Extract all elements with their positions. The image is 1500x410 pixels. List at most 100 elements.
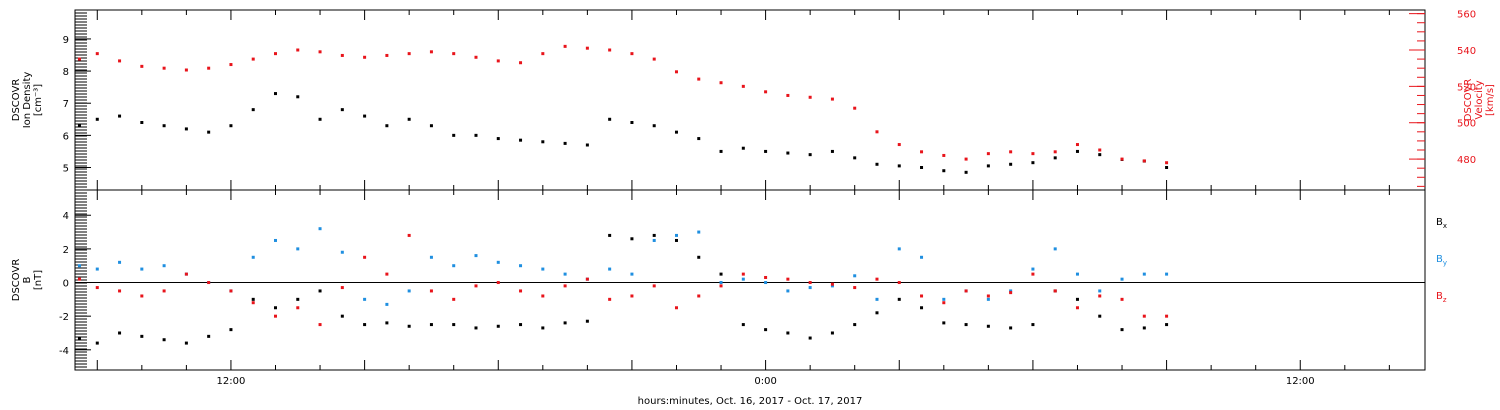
data-point [118,331,122,335]
data-point [808,95,812,99]
data-point [407,233,411,237]
data-point [1098,314,1102,318]
data-point [407,324,411,328]
data-point [496,59,500,63]
data-point [875,311,879,315]
data-point [920,255,924,259]
data-point [964,157,968,161]
data-point [741,272,745,276]
data-point [808,286,812,290]
data-point [986,294,990,298]
data-point [474,254,478,258]
data-point [719,149,723,153]
data-point [652,57,656,61]
bfield-panel: -4 -2 0 2 4 DSCOVRB[nT] Bx By Bz [11,189,1447,371]
tick-label: 560 [1457,10,1476,21]
data-point [674,306,678,310]
data-point [496,260,500,264]
data-point [741,277,745,281]
data-point [1120,297,1124,301]
data-point [853,286,857,290]
tick-label: 6 [63,131,69,142]
plasma-panel-frame [74,9,1426,191]
data-point [630,272,634,276]
data-point [541,52,545,56]
data-point [741,323,745,327]
data-point [764,275,768,279]
data-point [541,294,545,298]
data-point [652,233,656,237]
data-point [77,336,81,340]
data-point [184,341,188,345]
data-point [697,137,701,141]
data-point [140,64,144,68]
data-point [207,334,211,338]
tick-label: 8 [63,67,69,78]
data-point [942,321,946,325]
data-point [920,166,924,169]
data-point [385,53,389,57]
data-point [229,328,233,332]
data-point [95,267,99,271]
data-point [697,230,701,234]
data-point [608,233,612,237]
data-point [1009,326,1013,330]
data-point [251,255,255,259]
data-point [162,264,166,268]
data-point [318,289,322,293]
data-point [385,321,389,325]
data-point [1075,297,1079,301]
data-point [764,328,768,332]
data-point [1053,150,1057,154]
data-point [429,323,433,327]
data-point [229,124,233,128]
data-point [942,301,946,305]
data-point [920,306,924,310]
data-point [630,52,634,56]
data-point [563,272,567,276]
data-point [118,114,122,118]
tick-label: 540 [1457,46,1476,57]
data-point [920,294,924,298]
tick-label: 9 [63,35,69,46]
data-point [608,117,612,121]
legend-entry: Bx [1436,217,1447,230]
data-point [474,326,478,330]
data-point [830,331,834,335]
data-point [318,117,322,121]
bfield-data-marks [77,227,1169,345]
data-point [674,233,678,237]
data-point [407,289,411,293]
data-point [1120,277,1124,281]
data-point [496,281,500,285]
bfield-axis-ticks: -4 -2 0 2 4 [59,192,91,371]
data-point [986,297,990,301]
data-point [318,50,322,54]
data-point [652,124,656,128]
data-point [452,52,456,56]
data-point [1031,272,1035,276]
data-point [474,284,478,288]
data-point [184,272,188,276]
data-point [897,247,901,251]
x-tick-label: 12:00 [217,376,246,387]
legend-entry: By [1436,254,1447,267]
data-point [496,137,500,141]
data-point [251,57,255,61]
data-point [853,156,857,160]
data-point [251,108,255,112]
data-point [1142,272,1146,276]
data-point [1165,272,1169,276]
data-point [162,289,166,293]
data-point [897,297,901,301]
data-point [229,63,233,67]
data-point [140,121,144,124]
plasma-panel: 5 6 7 8 9 480 500 520 540 560 DSCOVRIon Density[… [11,9,1496,191]
data-point [251,301,255,305]
data-point [1165,314,1169,318]
data-point [764,90,768,94]
data-point [786,93,790,97]
data-point [1009,150,1013,154]
data-point [808,336,812,340]
